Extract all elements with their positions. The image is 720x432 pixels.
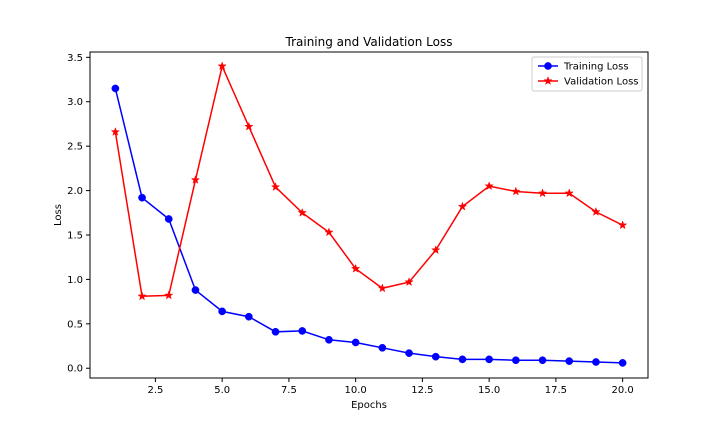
y-tick-label: 0.5: [67, 319, 83, 330]
data-point: [377, 283, 388, 293]
data-point: [617, 220, 628, 230]
data-point: [324, 227, 334, 237]
chart-title: Training and Validation Loss: [285, 35, 453, 49]
y-axis-label: Loss: [53, 204, 64, 226]
legend-label: Validation Loss: [564, 77, 639, 88]
data-point: [538, 356, 547, 365]
plot-frame: [89, 51, 649, 379]
x-tick-label: 10.0: [345, 385, 367, 396]
data-point: [137, 291, 147, 301]
data-point: [511, 186, 521, 196]
data-point: [164, 290, 174, 300]
data-point: [350, 263, 361, 273]
x-tick-label: 17.5: [545, 385, 567, 396]
legend-marker: [544, 62, 552, 70]
x-tick-label: 20.0: [612, 385, 634, 396]
x-axis-label: Epochs: [351, 400, 387, 411]
x-tick-label: 12.5: [411, 385, 433, 396]
data-point: [511, 356, 520, 365]
data-point: [591, 206, 601, 216]
series-validation-loss: [110, 61, 628, 301]
data-point: [270, 182, 281, 192]
data-point: [190, 174, 201, 184]
legend-item: Training Loss: [538, 62, 629, 73]
data-point: [457, 201, 468, 211]
y-tick-label: 3.0: [67, 97, 83, 108]
y-tick-label: 1.5: [67, 230, 83, 241]
x-tick-label: 2.5: [147, 385, 163, 396]
y-tick-label: 3.5: [67, 53, 83, 64]
data-point: [164, 215, 173, 223]
data-point: [484, 181, 494, 191]
data-point: [245, 312, 253, 321]
data-point: [404, 277, 414, 287]
data-point: [431, 245, 441, 255]
data-point: [297, 207, 307, 217]
data-point: [592, 358, 600, 366]
data-point: [218, 307, 227, 316]
legend-box: [531, 56, 643, 92]
data-point: [485, 355, 493, 364]
data-point: [271, 327, 280, 336]
data-point: [618, 359, 627, 367]
legend: Training Loss Validation Loss: [531, 56, 643, 92]
data-point: [564, 188, 574, 198]
x-tick-label: 5.0: [214, 385, 230, 396]
data-point: [191, 286, 200, 294]
data-point: [138, 193, 146, 202]
y-axis-ticks: 0.0 0.5 1.0 1.5 2.0 2.5 3.0 3.5: [67, 53, 90, 375]
series-line: [114, 63, 623, 298]
data-point: [405, 349, 413, 357]
series-training-loss: [111, 84, 627, 367]
data-point: [537, 188, 548, 198]
data-point: [325, 335, 333, 344]
series-line: [114, 88, 623, 364]
x-tick-label: 7.5: [281, 385, 297, 396]
series-layer: [110, 61, 628, 367]
data-point: [565, 357, 574, 365]
data-point: [458, 355, 467, 364]
y-tick-label: 2.0: [67, 186, 83, 197]
data-point: [351, 338, 360, 347]
y-tick-label: 1.0: [67, 275, 83, 286]
legend-label: Training Loss: [563, 62, 629, 73]
data-point: [111, 84, 120, 93]
x-axis-ticks: 2.5 5.0 7.5 10.0 12.5 15.0 17.5 20.0: [147, 378, 634, 396]
data-point: [110, 127, 121, 136]
legend-marker: [543, 76, 553, 86]
data-point: [217, 61, 227, 71]
data-point: [244, 121, 254, 131]
y-tick-label: 0.0: [67, 364, 83, 375]
y-tick-label: 2.5: [67, 142, 83, 153]
data-point: [298, 327, 307, 335]
x-tick-label: 15.0: [478, 385, 500, 396]
data-point: [378, 343, 387, 352]
legend-item: Validation Loss: [538, 76, 639, 88]
data-point: [431, 352, 440, 361]
